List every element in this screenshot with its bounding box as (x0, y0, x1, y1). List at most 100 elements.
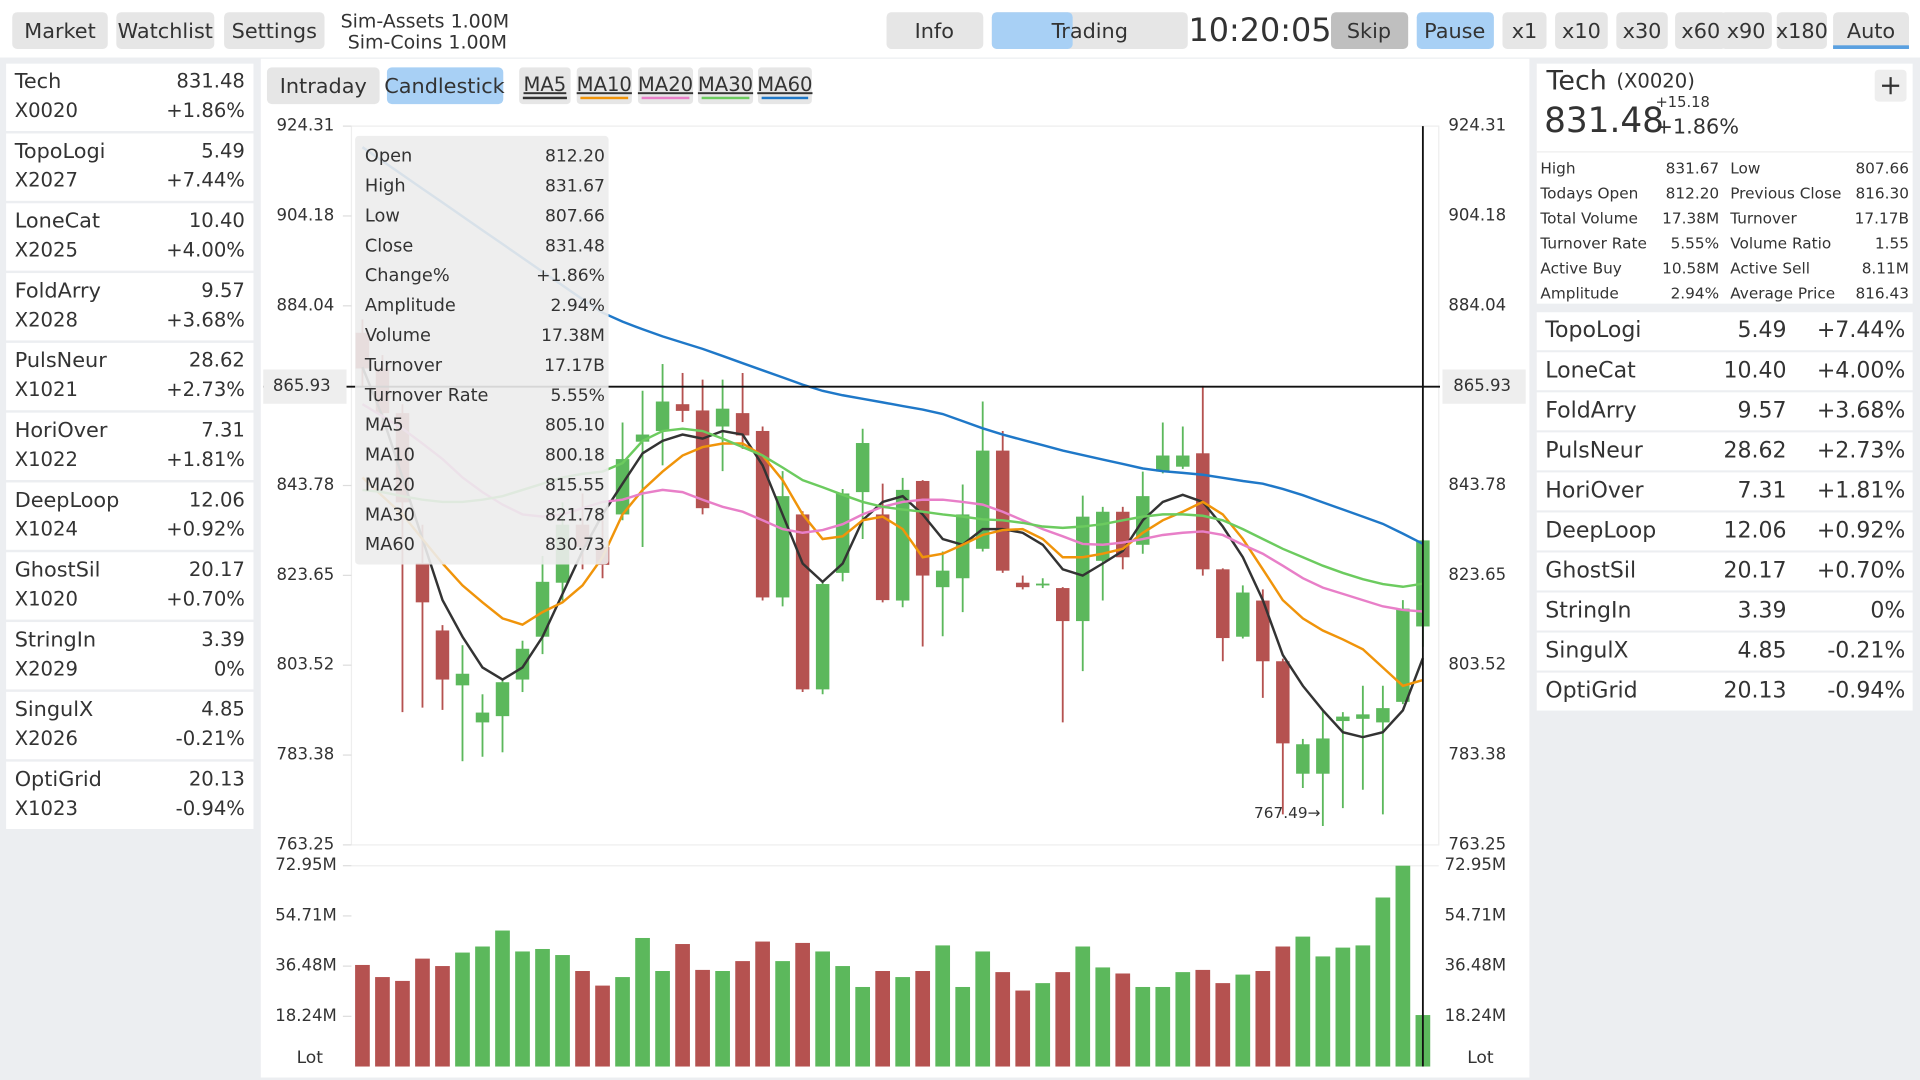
watch-item[interactable] (6, 133, 254, 201)
indicator-label[interactable]: MA30 (698, 73, 753, 96)
speed-button[interactable] (1502, 12, 1547, 49)
quote-list-item[interactable] (1536, 512, 1913, 551)
candle-body (1376, 708, 1390, 723)
watch-item[interactable] (6, 691, 254, 760)
tooltip-label: MA5 (365, 416, 404, 436)
auto-label[interactable]: Auto (1847, 19, 1895, 43)
watch-item[interactable] (6, 761, 254, 829)
stat-label: Average Price (1730, 284, 1835, 302)
quote-list-item[interactable] (1536, 432, 1913, 471)
stock-change: +0.70% (166, 588, 245, 611)
quote-list-item[interactable] (1536, 632, 1913, 671)
crosshair-label: 865.93 (273, 376, 331, 395)
quote-list-item[interactable] (1536, 552, 1913, 591)
watch-item[interactable] (6, 622, 254, 690)
indicator-label[interactable]: MA20 (638, 73, 693, 96)
quote-list-item[interactable] (1536, 592, 1913, 631)
quote-list-item[interactable] (1536, 672, 1913, 711)
nav-button[interactable] (224, 12, 325, 49)
nav-button[interactable] (116, 12, 215, 49)
stat-label: Todays Open (1539, 184, 1638, 202)
volume-bar (435, 966, 450, 1067)
stock-name: LoneCat (15, 209, 100, 233)
tooltip-label: Volume (365, 326, 431, 346)
speed-button[interactable] (1675, 12, 1727, 49)
tab[interactable] (886, 12, 984, 49)
ma-line (361, 366, 1425, 739)
tooltip-value: 815.55 (545, 475, 605, 495)
watch-item[interactable] (6, 342, 254, 411)
tab-label[interactable]: Info (915, 19, 954, 43)
indicator-label[interactable]: MA5 (524, 73, 567, 96)
control-label[interactable]: Pause (1424, 19, 1485, 43)
watch-item[interactable] (6, 482, 254, 550)
stock-change: +0.92% (166, 518, 245, 541)
quote-list-item[interactable] (1536, 472, 1913, 511)
nav-button-label[interactable]: Watchlist (118, 19, 213, 43)
indicator-label[interactable]: MA10 (577, 73, 632, 96)
add-icon (1882, 77, 1900, 95)
speed-label[interactable]: x90 (1727, 19, 1766, 43)
control-label[interactable]: Skip (1347, 19, 1391, 43)
volume-bar (915, 971, 931, 1067)
candle-body (835, 493, 850, 573)
quote-name: Tech (1546, 66, 1607, 97)
speed-label[interactable]: x180 (1776, 19, 1828, 43)
indicator-tab[interactable] (757, 67, 812, 105)
chart-tab[interactable] (386, 67, 504, 105)
volume-bar (1335, 947, 1351, 1067)
quote-code: (X0020) (1616, 70, 1695, 93)
speed-label[interactable]: x30 (1623, 19, 1662, 43)
candle-body (615, 459, 630, 515)
indicator-tab[interactable] (576, 67, 632, 105)
candle-body (535, 581, 550, 637)
watch-item[interactable] (6, 273, 254, 341)
indicator-tab[interactable] (519, 67, 571, 105)
quote-list-item[interactable] (1536, 352, 1913, 391)
volume-bar (735, 961, 750, 1067)
tooltip-label: MA10 (365, 446, 415, 466)
volume-bar (475, 946, 490, 1067)
tooltip-label: MA60 (365, 535, 415, 555)
watch-item[interactable] (6, 203, 254, 271)
speed-button[interactable] (1555, 12, 1608, 49)
stat-value: 812.20 (1666, 184, 1720, 202)
stock-change: +1.81% (166, 448, 245, 471)
indicator-tab[interactable] (637, 67, 694, 105)
stock-price: 12.06 (189, 488, 245, 511)
stock-price: 7.31 (201, 419, 245, 442)
quote-list-item[interactable] (1536, 392, 1913, 431)
indicator-tab[interactable] (697, 67, 754, 105)
watch-item[interactable] (6, 552, 254, 620)
nav-button-label[interactable]: Settings (232, 19, 317, 43)
y-tick-label: 783.38 (276, 745, 334, 764)
stat-label: Active Buy (1540, 259, 1621, 277)
speed-button[interactable] (1776, 12, 1827, 49)
stat-value: 5.55% (1671, 234, 1720, 252)
quote-list-item[interactable] (1536, 312, 1913, 351)
chart-tab-label[interactable]: Candlestick (384, 74, 504, 98)
list-price: 3.39 (1737, 599, 1786, 624)
y-tick-label-right: 803.52 (1448, 655, 1506, 674)
speed-button[interactable] (1720, 12, 1772, 49)
y-tick-label-right: 823.65 (1448, 565, 1506, 584)
indicator-label[interactable]: MA60 (757, 73, 812, 96)
candle-body (1196, 453, 1210, 570)
auto-button[interactable] (1833, 12, 1909, 49)
watch-item[interactable] (6, 412, 254, 480)
speed-button[interactable] (1616, 12, 1668, 49)
chart-tab[interactable] (266, 67, 380, 105)
speed-label[interactable]: x60 (1681, 19, 1720, 43)
tab-label[interactable]: Trading (1051, 19, 1128, 43)
nav-button[interactable] (12, 12, 108, 49)
control-button[interactable] (1416, 12, 1494, 49)
speed-label[interactable]: x1 (1512, 19, 1538, 43)
tooltip-label: High (365, 177, 406, 197)
control-button[interactable] (1331, 12, 1409, 49)
nav-button-label[interactable]: Market (24, 19, 96, 43)
watch-item[interactable] (6, 63, 254, 132)
candle-body (815, 584, 830, 690)
speed-label[interactable]: x10 (1562, 19, 1601, 43)
candle-body (495, 682, 510, 717)
chart-tab-label[interactable]: Intraday (280, 74, 367, 98)
